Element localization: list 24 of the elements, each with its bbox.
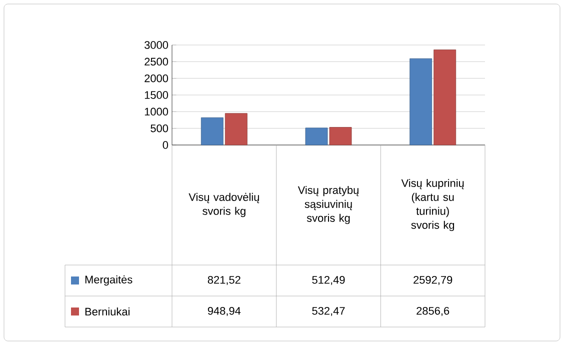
bar [329,127,352,146]
x-tick-label: Visų kuprinių (kartu su turiniu) svoris kg [401,178,464,232]
bar [434,50,456,146]
y-tick-label: 0 [162,141,168,149]
y-tick-label: 3000 [144,41,168,49]
data-label: 532,47 [312,306,345,316]
y-tick-label: 1000 [144,108,168,116]
y-tick-label: 2500 [144,58,168,66]
bar [410,58,432,146]
legend-label: Mergaitės [85,275,132,286]
y-tick-label: 2000 [144,74,168,82]
data-label: 821,52 [208,276,240,286]
y-tick-label: 1500 [144,91,168,99]
data-label: 2592,79 [414,276,452,286]
data-label: 512,49 [312,276,345,286]
data-label: 2856,6 [416,306,450,316]
bar [224,113,248,146]
x-tick-label: Visų vadovėlių svoris kg [188,192,260,218]
legend-label: Berniukai [85,307,130,316]
bar [305,128,328,146]
data-label: 948,94 [208,306,241,316]
y-tick-label: 500 [150,124,168,132]
bar [200,117,224,146]
x-tick-label: Visų pratybų sąsiuvinių svoris kg [298,186,359,224]
